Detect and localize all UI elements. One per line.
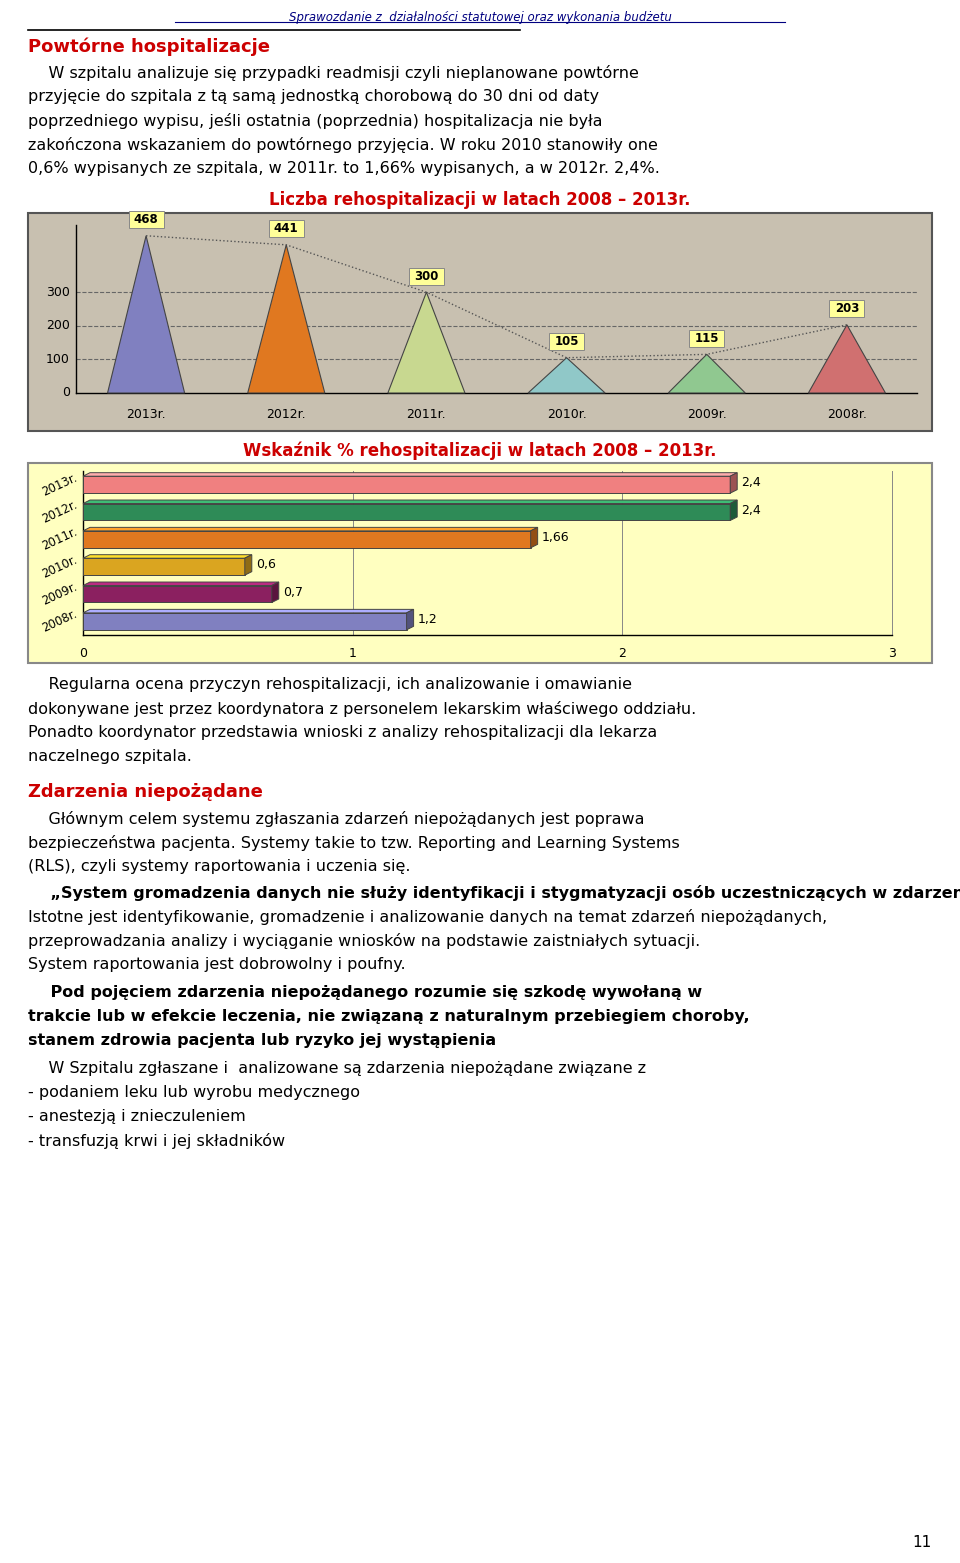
- Text: 300: 300: [46, 286, 70, 299]
- Polygon shape: [83, 472, 737, 477]
- Polygon shape: [83, 527, 538, 531]
- Text: 0,6: 0,6: [255, 558, 276, 572]
- Text: Głównym celem systemu zgłaszania zdarzeń niepożądanych jest poprawa: Głównym celem systemu zgłaszania zdarzeń…: [28, 811, 644, 827]
- Text: Sprawozdanie z  działalności statutowej oraz wykonania budżetu: Sprawozdanie z działalności statutowej o…: [289, 11, 671, 23]
- Polygon shape: [272, 581, 278, 602]
- Polygon shape: [83, 500, 737, 503]
- Text: (RLS), czyli systemy raportowania i uczenia się.: (RLS), czyli systemy raportowania i ucze…: [28, 860, 411, 874]
- Text: W szpitalu analizuje się przypadki readmisji czyli nieplanowane powtórne: W szpitalu analizuje się przypadki readm…: [28, 66, 638, 81]
- Text: przyjęcie do szpitala z tą samą jednostką chorobową do 30 dni od daty: przyjęcie do szpitala z tą samą jednostk…: [28, 89, 599, 105]
- FancyBboxPatch shape: [689, 330, 724, 347]
- Text: - transfuzją krwi i jej składników: - transfuzją krwi i jej składników: [28, 1133, 285, 1149]
- Text: 468: 468: [133, 213, 158, 227]
- Text: - anestezją i znieczuleniem: - anestezją i znieczuleniem: [28, 1110, 246, 1124]
- Polygon shape: [731, 472, 737, 494]
- Text: 0,6% wypisanych ze szpitala, w 2011r. to 1,66% wypisanych, a w 2012r. 2,4%.: 0,6% wypisanych ze szpitala, w 2011r. to…: [28, 161, 660, 177]
- FancyBboxPatch shape: [269, 220, 303, 238]
- FancyBboxPatch shape: [129, 211, 163, 228]
- Text: 2013r.: 2013r.: [127, 408, 166, 420]
- Text: Wskaźnik % rehospitalizacji w latach 2008 – 2013r.: Wskaźnik % rehospitalizacji w latach 200…: [243, 441, 717, 460]
- Text: 441: 441: [274, 222, 299, 236]
- Text: System raportowania jest dobrowolny i poufny.: System raportowania jest dobrowolny i po…: [28, 957, 406, 972]
- Text: Istotne jest identyfikowanie, gromadzenie i analizowanie danych na temat zdarzeń: Istotne jest identyfikowanie, gromadzeni…: [28, 910, 828, 925]
- Text: Zdarzenia niepożądane: Zdarzenia niepożądane: [28, 783, 263, 800]
- FancyBboxPatch shape: [829, 300, 864, 317]
- Text: 105: 105: [554, 334, 579, 349]
- Text: 2011r.: 2011r.: [39, 525, 79, 553]
- Polygon shape: [83, 610, 414, 613]
- Text: 2008r.: 2008r.: [39, 608, 79, 635]
- Polygon shape: [388, 292, 465, 392]
- Text: 2011r.: 2011r.: [407, 408, 446, 420]
- Text: 2009r.: 2009r.: [39, 580, 79, 608]
- Text: Regularna ocena przyczyn rehospitalizacji, ich analizowanie i omawianie: Regularna ocena przyczyn rehospitalizacj…: [28, 677, 632, 692]
- Text: 2013r.: 2013r.: [39, 470, 79, 499]
- Text: - podaniem leku lub wyrobu medycznego: - podaniem leku lub wyrobu medycznego: [28, 1085, 360, 1100]
- Polygon shape: [83, 555, 252, 558]
- FancyBboxPatch shape: [409, 267, 444, 284]
- Polygon shape: [531, 527, 538, 547]
- Text: 2,4: 2,4: [741, 503, 761, 517]
- Text: W Szpitalu zgłaszane i  analizowane są zdarzenia niepożądane związane z: W Szpitalu zgłaszane i analizowane są zd…: [28, 1061, 646, 1075]
- Polygon shape: [407, 610, 414, 630]
- Polygon shape: [528, 358, 605, 392]
- Text: 2,4: 2,4: [741, 477, 761, 489]
- Text: 1,66: 1,66: [541, 531, 569, 544]
- Text: 2012r.: 2012r.: [267, 408, 306, 420]
- Text: zakończona wskazaniem do powtórnego przyjęcia. W roku 2010 stanowiły one: zakończona wskazaniem do powtórnego przy…: [28, 138, 658, 153]
- Text: przeprowadzania analizy i wyciąganie wniosków na podstawie zaistniałych sytuacji: przeprowadzania analizy i wyciąganie wni…: [28, 933, 700, 949]
- Text: 3: 3: [888, 647, 896, 660]
- Bar: [83, 503, 731, 520]
- Text: 2012r.: 2012r.: [39, 499, 79, 525]
- Text: bezpieczeństwa pacjenta. Systemy takie to tzw. Reporting and Learning Systems: bezpieczeństwa pacjenta. Systemy takie t…: [28, 835, 680, 850]
- Text: Pod pojęciem zdarzenia niepożądanego rozumie się szkodę wywołaną w: Pod pojęciem zdarzenia niepożądanego roz…: [28, 985, 702, 1000]
- Text: 2009r.: 2009r.: [686, 408, 727, 420]
- Text: trakcie lub w efekcie leczenia, nie związaną z naturalnym przebiegiem choroby,: trakcie lub w efekcie leczenia, nie zwią…: [28, 1010, 750, 1024]
- Text: Ponadto koordynator przedstawia wnioski z analizy rehospitalizacji dla lekarza: Ponadto koordynator przedstawia wnioski …: [28, 725, 658, 739]
- Text: 100: 100: [46, 353, 70, 366]
- Text: 1,2: 1,2: [418, 613, 438, 627]
- Text: Powtórne hospitalizacje: Powtórne hospitalizacje: [28, 38, 270, 56]
- Polygon shape: [668, 355, 745, 392]
- Text: 2: 2: [618, 647, 626, 660]
- FancyBboxPatch shape: [549, 333, 584, 350]
- Text: poprzedniego wypisu, jeśli ostatnia (poprzednia) hospitalizacja nie była: poprzedniego wypisu, jeśli ostatnia (pop…: [28, 113, 603, 130]
- Text: naczelnego szpitala.: naczelnego szpitala.: [28, 749, 192, 764]
- Text: 0: 0: [62, 386, 70, 400]
- Text: 200: 200: [46, 319, 70, 333]
- Polygon shape: [808, 325, 885, 392]
- Text: „System gromadzenia danych nie służy identyfikacji i stygmatyzacji osób uczestni: „System gromadzenia danych nie służy ide…: [28, 885, 960, 900]
- Bar: [28, 463, 932, 663]
- Text: 300: 300: [414, 270, 439, 283]
- Bar: [83, 477, 731, 494]
- Polygon shape: [731, 500, 737, 520]
- Text: stanem zdrowia pacjenta lub ryzyko jej wystąpienia: stanem zdrowia pacjenta lub ryzyko jej w…: [28, 1033, 496, 1049]
- Text: dokonywane jest przez koordynatora z personelem lekarskim właściwego oddziału.: dokonywane jest przez koordynatora z per…: [28, 700, 696, 717]
- Text: 0,7: 0,7: [283, 586, 302, 599]
- Bar: [83, 586, 272, 602]
- Bar: [83, 613, 407, 630]
- Bar: [83, 558, 245, 575]
- Text: 0: 0: [79, 647, 87, 660]
- Text: 11: 11: [913, 1535, 932, 1550]
- Polygon shape: [108, 236, 184, 392]
- Polygon shape: [245, 555, 252, 575]
- Text: 2010r.: 2010r.: [546, 408, 587, 420]
- Text: 2008r.: 2008r.: [827, 408, 867, 420]
- Text: 203: 203: [835, 302, 859, 316]
- Text: Liczba rehospitalizacji w latach 2008 – 2013r.: Liczba rehospitalizacji w latach 2008 – …: [269, 191, 691, 209]
- Polygon shape: [248, 245, 324, 392]
- Text: 1: 1: [348, 647, 356, 660]
- Text: 115: 115: [694, 331, 719, 345]
- Polygon shape: [83, 581, 278, 586]
- Text: 2010r.: 2010r.: [39, 553, 79, 580]
- Bar: [83, 531, 531, 547]
- Bar: [28, 213, 932, 431]
